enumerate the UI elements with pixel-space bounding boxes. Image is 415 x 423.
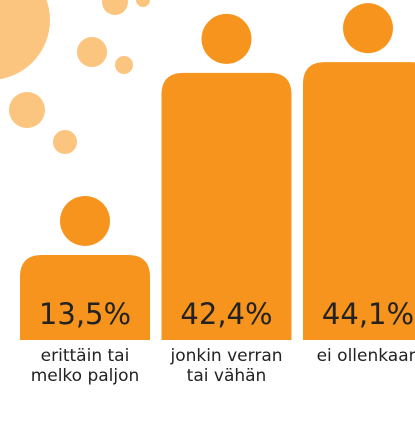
head (60, 195, 110, 246)
bubble (102, 0, 128, 15)
category-label: erittäin tai melko paljon (30, 346, 140, 386)
category-label: ei ollenkaan (316, 346, 415, 366)
head (201, 13, 252, 64)
value-label: 44,1% (322, 297, 414, 331)
bubble (136, 0, 150, 7)
bar (161, 72, 292, 340)
category-label: jonkin verran tai vähän (170, 346, 283, 386)
bubble (53, 130, 77, 154)
bubble (115, 56, 133, 74)
value-label: 42,4% (180, 297, 272, 331)
bar (303, 62, 415, 340)
bubble (77, 37, 107, 67)
bar (20, 254, 150, 340)
value-label: 13,5% (39, 297, 131, 331)
bubble (9, 92, 45, 128)
bubble (0, 0, 50, 80)
head (343, 3, 393, 54)
decoration (0, 0, 150, 154)
